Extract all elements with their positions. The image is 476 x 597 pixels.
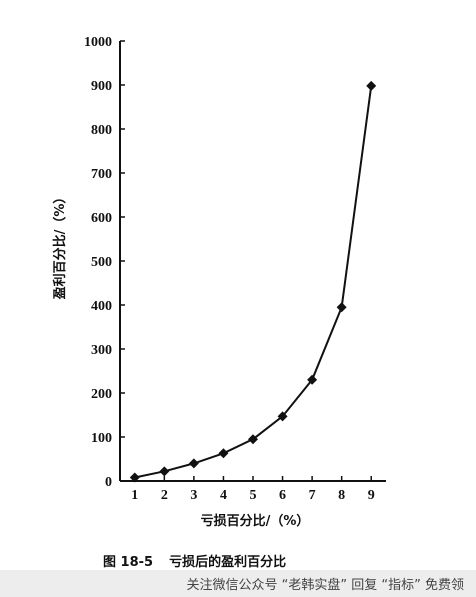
watermark-text: 关注微信公众号 “老韩实盘” 回复 “指标” 免费领: [186, 578, 464, 593]
data-point-marker: [307, 374, 318, 385]
x-tick-label: 5: [250, 488, 257, 503]
data-point-marker: [218, 448, 229, 459]
y-tick-label: 400: [91, 299, 112, 314]
x-tick-label: 1: [131, 488, 138, 503]
data-point-marker: [129, 472, 140, 483]
figure-caption-text: 亏损后的盈利百分比: [169, 555, 287, 570]
y-tick-label: 200: [91, 387, 112, 402]
y-tick-label: 300: [91, 343, 112, 358]
y-axis-title: 盈利百分比/（%）: [52, 191, 68, 301]
data-point-marker: [159, 466, 170, 477]
y-axis-ticks: 0 100 200 300 400 500 600 700 800 900 1000: [84, 35, 125, 490]
x-tick-label: 9: [368, 488, 375, 503]
x-tick-label: 6: [279, 488, 286, 503]
data-point-marker: [366, 80, 377, 91]
x-tick-label: 2: [161, 488, 168, 503]
data-point-marker: [188, 458, 199, 469]
loss-profit-chart: 0 100 200 300 400 500 600 700 800 900 1000 1 2 3 4 5 6 7…: [52, 35, 386, 529]
y-tick-label: 900: [91, 79, 112, 94]
y-tick-label: 0: [105, 475, 112, 490]
series-markers: [129, 80, 377, 483]
x-tick-label: 4: [220, 488, 227, 503]
x-axis-title: 亏损百分比/（%）: [201, 513, 310, 529]
watermark-banner: 关注微信公众号 “老韩实盘” 回复 “指标” 免费领: [0, 570, 476, 597]
series-line: [134, 85, 373, 479]
data-point-marker: [277, 411, 288, 422]
y-tick-label: 1000: [84, 35, 112, 50]
y-tick-label: 100: [91, 431, 112, 446]
x-tick-label: 3: [190, 488, 197, 503]
y-tick-label: 800: [91, 123, 112, 138]
x-tick-label: 7: [309, 488, 316, 503]
figure-number: 图 18-5: [103, 555, 154, 570]
figure-caption: 图 18-5 亏损后的盈利百分比: [103, 551, 286, 570]
y-tick-label: 600: [91, 211, 112, 226]
y-tick-label: 700: [91, 167, 112, 182]
x-tick-label: 8: [338, 488, 345, 503]
data-point-marker: [248, 434, 258, 445]
data-point-marker: [336, 302, 347, 313]
y-tick-label: 500: [91, 255, 112, 270]
